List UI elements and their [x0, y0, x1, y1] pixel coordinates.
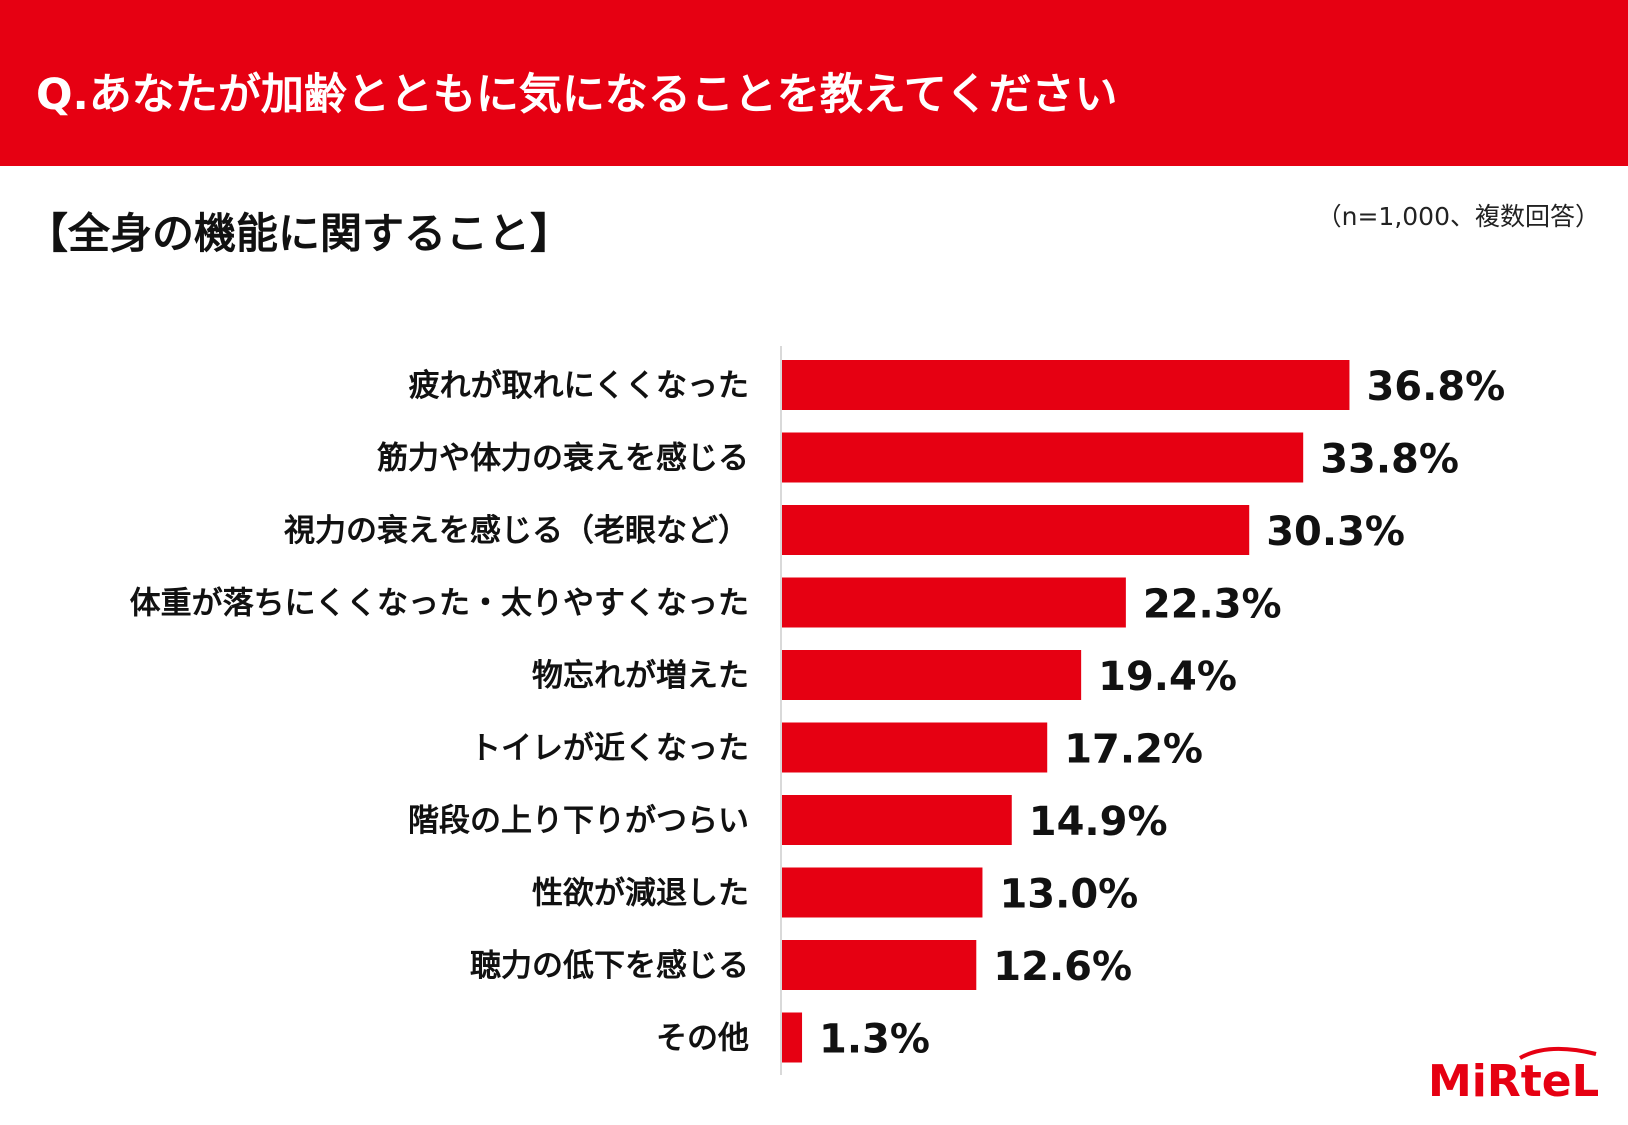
category-label-5: トイレが近くなった	[470, 731, 749, 767]
category-label-9: その他	[656, 1021, 749, 1057]
category-label-7: 性欲が減退した	[532, 876, 749, 912]
bar-6	[782, 795, 1012, 845]
bar-7	[782, 867, 983, 918]
bar-5	[782, 722, 1048, 773]
value-label-4: 19.4%	[1098, 654, 1237, 700]
logo-text: MiRteL	[1428, 1056, 1598, 1104]
logo-swoosh	[1519, 1046, 1597, 1060]
category-label-0: 疲れが取れにくくなった	[409, 368, 749, 404]
value-label-9: 1.3%	[819, 1017, 930, 1063]
category-label-3: 体重が落ちにくくなった・太りやすくなった	[130, 586, 749, 622]
mirtel-logo: MiRteL	[1428, 1046, 1598, 1104]
value-label-6: 14.9%	[1029, 799, 1168, 845]
bar-4	[782, 650, 1082, 700]
sample-note: （n=1,000、複数回答）	[1316, 202, 1600, 231]
bar-1	[782, 432, 1304, 483]
value-label-8: 12.6%	[993, 944, 1132, 990]
value-label-7: 13.0%	[999, 872, 1138, 918]
value-label-2: 30.3%	[1266, 509, 1405, 555]
category-label-2: 視力の衰えを感じる（老眼など）	[284, 513, 749, 549]
bar-3	[782, 577, 1126, 628]
value-label-3: 22.3%	[1143, 582, 1282, 628]
header-band	[0, 0, 1628, 166]
question-title: Q.あなたが加齢とともに気になることを教えてください	[36, 70, 1118, 120]
category-label-6: 階段の上り下りがつらい	[408, 803, 749, 839]
category-label-8: 聴力の低下を感じる	[470, 948, 749, 984]
value-label-1: 33.8%	[1320, 437, 1459, 483]
bar-2	[782, 505, 1250, 555]
value-label-0: 36.8%	[1366, 364, 1505, 410]
bar-8	[782, 940, 977, 990]
bar-9	[782, 1012, 803, 1063]
category-label-1: 筋力や体力の衰えを感じる	[377, 441, 749, 477]
value-label-5: 17.2%	[1064, 727, 1203, 773]
category-label-4: 物忘れが増えた	[532, 658, 749, 694]
bar-0	[782, 360, 1350, 410]
section-title: 【全身の機能に関すること】	[26, 209, 573, 258]
